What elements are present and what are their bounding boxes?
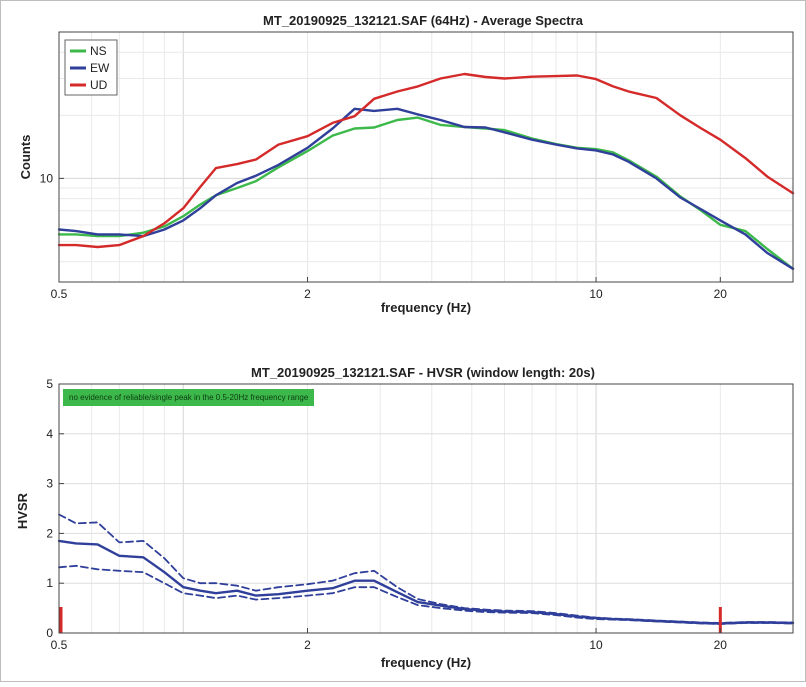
y-tick-label: 3	[46, 477, 53, 491]
x-tick-label: 10	[589, 287, 603, 301]
spectra-chart: MT_20190925_132121.SAF (64Hz) - Average …	[18, 13, 795, 315]
series-line-2	[58, 564, 794, 625]
x-tick-label: 20	[714, 287, 728, 301]
hvsr-plot-frame	[58, 383, 794, 634]
hvsr-annotation: no evidence of reliable/single peak in t…	[63, 389, 315, 406]
hvsr-grid	[59, 384, 793, 633]
y-tick-label: 1	[46, 576, 53, 590]
legend-label-ew: EW	[90, 61, 110, 75]
hvsr-chart: MT_20190925_132121.SAF - HVSR (window le…	[15, 365, 795, 670]
y-tick-label: 2	[46, 526, 53, 540]
series-line-2	[57, 72, 795, 249]
series-line-1	[58, 513, 794, 624]
spectra-ticks: 0.5 2 10 20 10	[40, 171, 728, 301]
y-tick-label: 5	[46, 377, 53, 391]
series-line-0	[57, 116, 795, 270]
legend-label-ns: NS	[90, 44, 107, 58]
spectra-plot-frame	[58, 31, 794, 283]
x-tick-label: 2	[304, 287, 311, 301]
x-tick-label: 10	[589, 638, 603, 652]
y-tick-label: 10	[40, 171, 54, 185]
spectra-series	[57, 72, 795, 270]
x-tick-label: 20	[714, 638, 728, 652]
x-tick-label: 0.5	[51, 287, 68, 301]
hvsr-title: MT_20190925_132121.SAF - HVSR (window le…	[251, 365, 595, 380]
y-tick-label: 0	[46, 626, 53, 640]
hvsr-ticks: 0.5 2 10 20 0 1 2 3 4 5	[46, 377, 727, 652]
series-line-1	[57, 107, 795, 270]
y-tick-label: 4	[46, 427, 53, 441]
x-tick-label: 0.5	[51, 638, 68, 652]
spectra-legend: NS EW UD	[64, 39, 118, 96]
spectra-xlabel: frequency (Hz)	[381, 300, 471, 315]
hvsr-xlabel: frequency (Hz)	[381, 655, 471, 670]
hvsr-series	[57, 513, 795, 625]
spectra-grid	[59, 32, 793, 282]
legend-label-ud: UD	[90, 78, 108, 92]
x-tick-label: 2	[304, 638, 311, 652]
hvsr-ylabel: HVSR	[15, 492, 30, 529]
spectra-title: MT_20190925_132121.SAF (64Hz) - Average …	[263, 13, 584, 28]
spectra-ylabel: Counts	[18, 135, 33, 180]
